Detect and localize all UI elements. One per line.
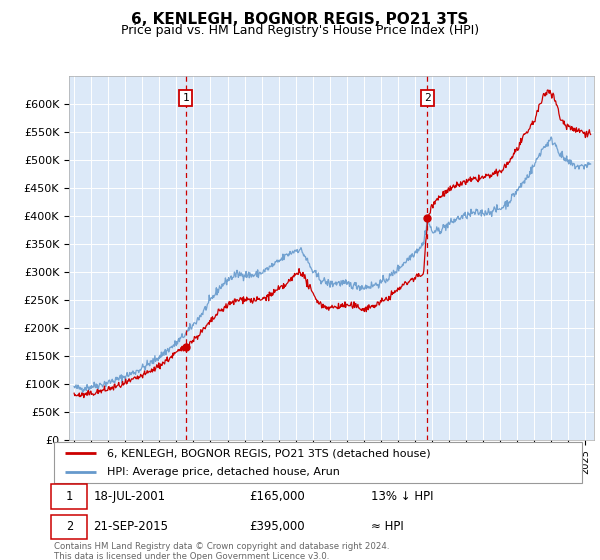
Text: 13% ↓ HPI: 13% ↓ HPI — [371, 491, 433, 503]
Text: ≈ HPI: ≈ HPI — [371, 520, 404, 533]
Text: HPI: Average price, detached house, Arun: HPI: Average price, detached house, Arun — [107, 467, 340, 477]
Text: 18-JUL-2001: 18-JUL-2001 — [94, 491, 166, 503]
Text: 6, KENLEGH, BOGNOR REGIS, PO21 3TS: 6, KENLEGH, BOGNOR REGIS, PO21 3TS — [131, 12, 469, 27]
Text: 1: 1 — [66, 491, 73, 503]
Text: £165,000: £165,000 — [250, 491, 305, 503]
FancyBboxPatch shape — [52, 515, 87, 539]
Text: Price paid vs. HM Land Registry's House Price Index (HPI): Price paid vs. HM Land Registry's House … — [121, 24, 479, 37]
Text: 6, KENLEGH, BOGNOR REGIS, PO21 3TS (detached house): 6, KENLEGH, BOGNOR REGIS, PO21 3TS (deta… — [107, 449, 430, 458]
Text: 2: 2 — [66, 520, 73, 533]
Text: 2: 2 — [424, 93, 431, 103]
Text: 1: 1 — [182, 93, 189, 103]
Text: Contains HM Land Registry data © Crown copyright and database right 2024.
This d: Contains HM Land Registry data © Crown c… — [54, 542, 389, 560]
FancyBboxPatch shape — [52, 484, 87, 509]
Text: £395,000: £395,000 — [250, 520, 305, 533]
Text: 21-SEP-2015: 21-SEP-2015 — [94, 520, 169, 533]
